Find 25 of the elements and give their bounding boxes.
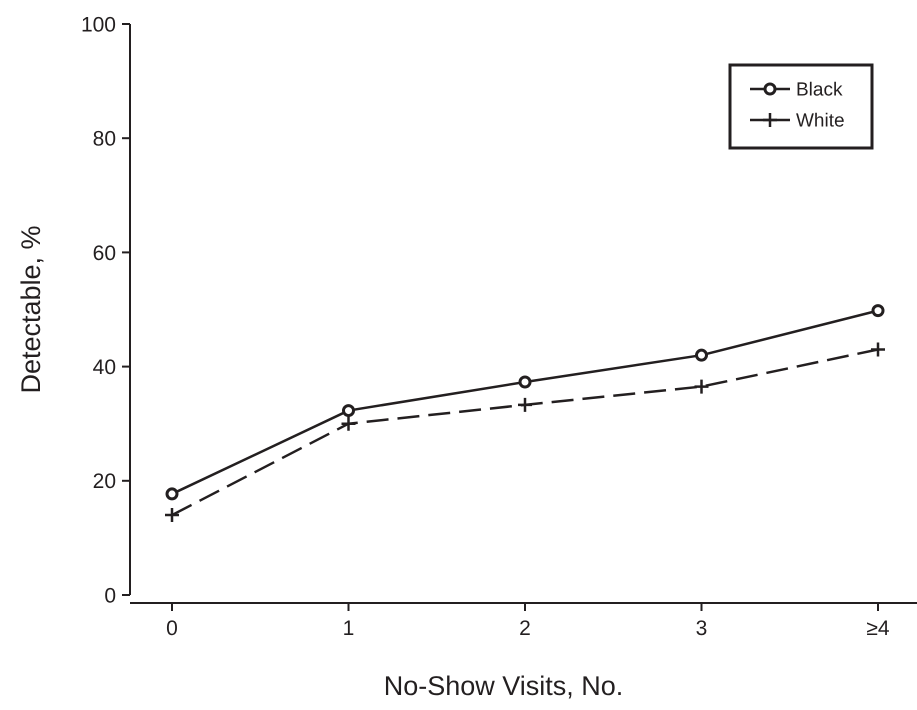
point — [872, 304, 884, 318]
point — [342, 404, 355, 418]
x-tick-label: 3 — [696, 617, 708, 640]
y-tick-label: 80 — [92, 128, 116, 151]
y-tick-label: 40 — [92, 356, 116, 379]
point — [166, 487, 178, 500]
x-axis-title: No-Show Visits, No. — [384, 671, 624, 701]
legend-label: Black — [796, 80, 843, 101]
y-tick-label: 60 — [92, 242, 116, 265]
x-tick-label: 0 — [166, 617, 178, 640]
y-axis-title: Detectable, % — [16, 225, 46, 394]
point — [693, 378, 710, 395]
x-tick-label: 1 — [342, 617, 354, 640]
x-tick-label: ≥4 — [866, 617, 890, 640]
y-tick-label: 0 — [104, 584, 116, 608]
point — [516, 396, 534, 414]
point — [164, 506, 180, 524]
point — [518, 376, 532, 389]
point — [695, 348, 708, 362]
y-tick-label: 20 — [92, 470, 116, 494]
point — [870, 341, 886, 358]
legend-label: White — [796, 110, 845, 132]
x-tick-label: 2 — [519, 617, 531, 640]
point — [340, 415, 357, 432]
y-tick-label: 100 — [80, 13, 116, 36]
